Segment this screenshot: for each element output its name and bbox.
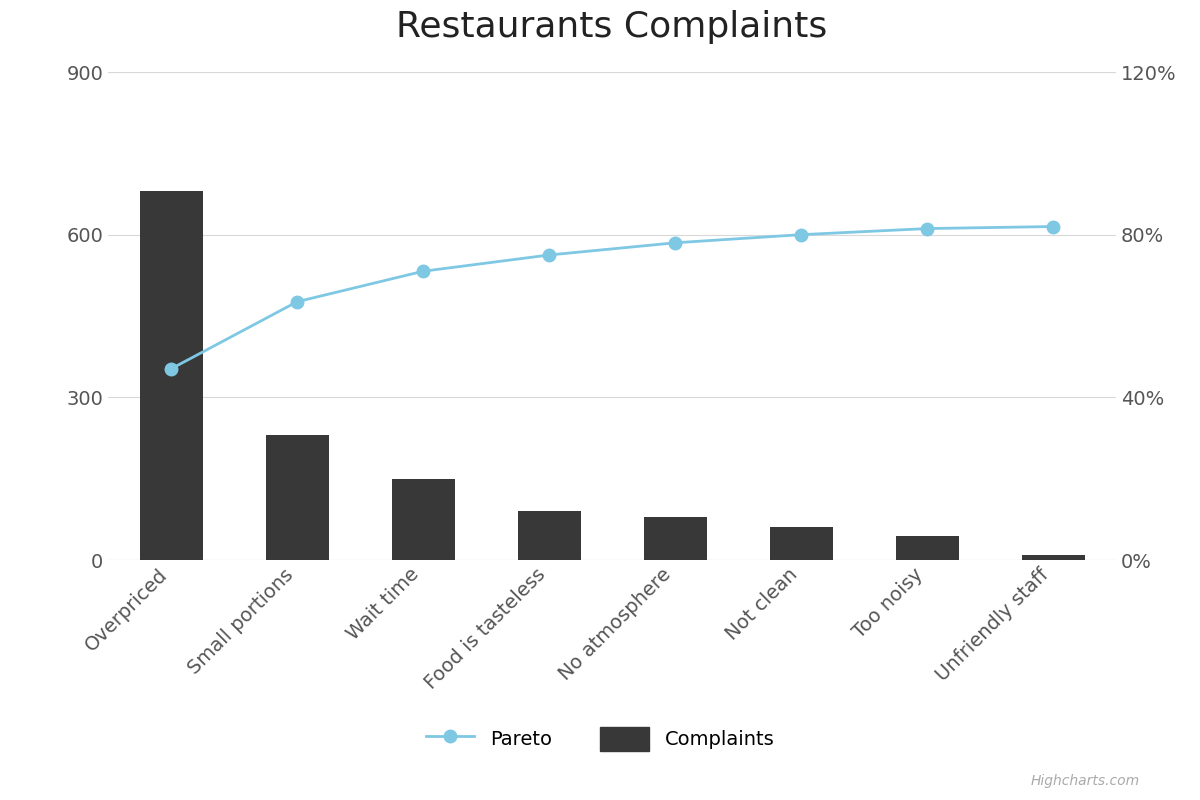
Bar	[517, 511, 581, 560]
Bar	[895, 536, 959, 560]
Bar	[1021, 554, 1085, 560]
Bar	[769, 527, 833, 560]
Bar	[139, 191, 203, 560]
Bar	[391, 478, 455, 560]
Title: Restaurants Complaints: Restaurants Complaints	[396, 10, 828, 44]
Bar	[643, 517, 707, 560]
Bar	[265, 435, 329, 560]
Legend: Pareto, Complaints: Pareto, Complaints	[418, 719, 782, 758]
Text: Highcharts.com: Highcharts.com	[1031, 774, 1140, 788]
